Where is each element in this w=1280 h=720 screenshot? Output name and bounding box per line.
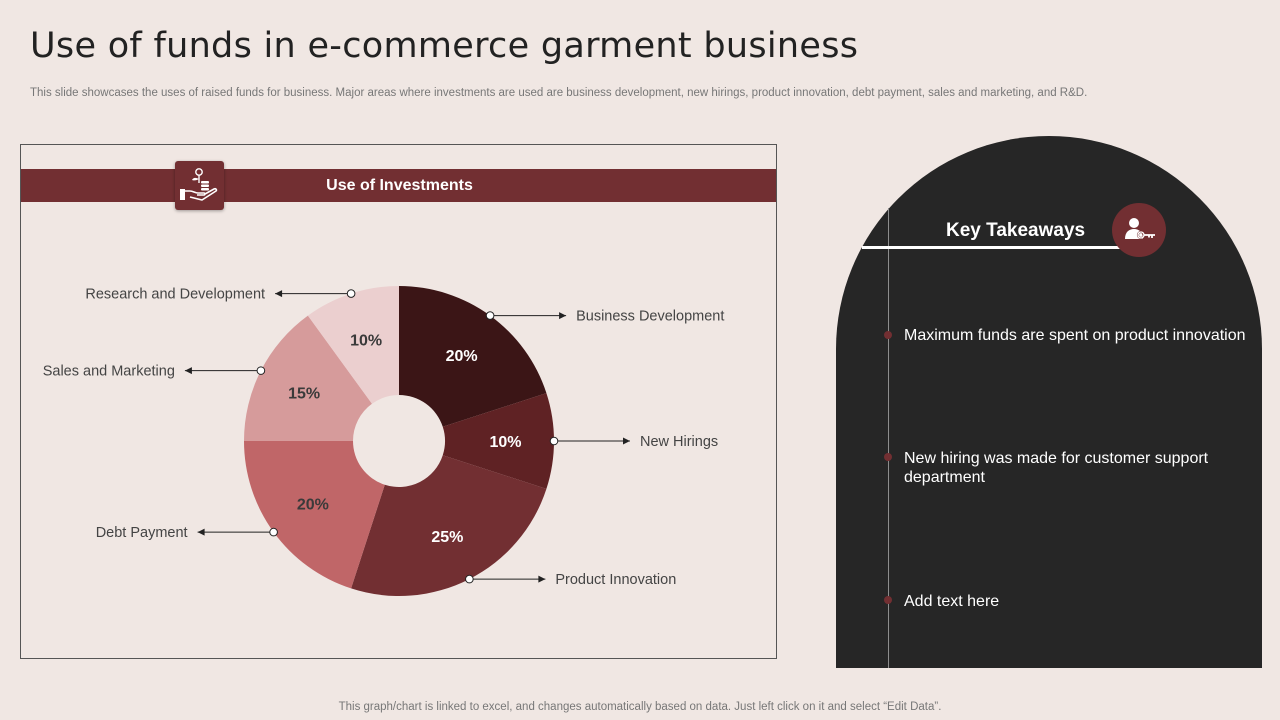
key-takeaways-panel: Key Takeaways Maximum funds are spent on… — [836, 136, 1262, 668]
callout-arrow-debt-payment — [197, 528, 205, 536]
person-key-icon — [1112, 203, 1166, 257]
value-label-new-hirings: 10% — [489, 434, 521, 451]
category-label-product-innovation: Product Innovation — [555, 572, 676, 588]
callout-arrow-research-and-development — [275, 290, 283, 298]
callout-dot-research-and-development — [346, 289, 356, 298]
callout-dot-debt-payment — [269, 527, 278, 537]
slice-new-hirings — [442, 393, 554, 489]
category-label-research-and-development: Research and Development — [85, 287, 265, 303]
value-label-business-development: 20% — [446, 348, 478, 365]
callout-arrow-business-development — [559, 312, 567, 320]
takeaways-title: Key Takeaways — [946, 220, 1086, 241]
page-subtitle: This slide showcases the uses of raised … — [30, 87, 1088, 99]
callout-arrow-product-innovation — [538, 575, 546, 583]
takeaway-point: New hiring was made for customer support… — [904, 450, 1209, 486]
panel-header: Use of Investments — [21, 169, 776, 202]
page-title: Use of funds in e-commerce garment busin… — [30, 26, 859, 66]
value-label-sales-and-marketing: 15% — [288, 386, 320, 403]
category-label-business-development: Business Development — [576, 309, 724, 325]
callout-arrow-sales-and-marketing — [184, 367, 192, 375]
slice-business-development — [399, 286, 547, 427]
callout-dot-product-innovation — [465, 574, 474, 584]
takeaway-bullet — [884, 331, 892, 339]
takeaway-bullet — [884, 596, 892, 604]
timeline-line — [888, 208, 889, 668]
callout-dot-sales-and-marketing — [256, 366, 266, 375]
slice-product-innovation — [351, 455, 547, 596]
slice-sales-and-marketing — [244, 315, 372, 441]
takeaways-underline — [862, 246, 1124, 249]
slice-debt-payment — [244, 441, 385, 589]
investments-donut-chart: 20% 10% 25% 20% 15% 10% Business Development Ne… — [43, 286, 724, 596]
callout-dot-business-development — [485, 311, 495, 320]
investments-panel: Use of Investments 20% 10% 25% 20% 15% 10% Bus… — [20, 144, 777, 659]
slice-research-and-development — [307, 286, 399, 404]
takeaway-point: Maximum funds are spent on product innov… — [904, 327, 1246, 344]
takeaway-bullet — [884, 453, 892, 461]
value-label-product-innovation: 25% — [431, 529, 463, 546]
takeaway-point: Add text here — [904, 593, 1000, 610]
callout-dot-new-hirings — [549, 436, 559, 446]
category-label-new-hirings: New Hirings — [640, 434, 718, 450]
money-plant-hand-icon — [175, 161, 224, 210]
category-label-debt-payment: Debt Payment — [96, 525, 188, 541]
footer-note: This graph/chart is linked to excel, and… — [338, 701, 942, 713]
callout-arrow-new-hirings — [623, 437, 630, 445]
value-label-debt-payment: 20% — [297, 497, 329, 514]
category-label-sales-and-marketing: Sales and Marketing — [43, 364, 175, 380]
panel-title: Use of Investments — [326, 177, 473, 194]
value-label-research-and-development: 10% — [350, 333, 382, 350]
